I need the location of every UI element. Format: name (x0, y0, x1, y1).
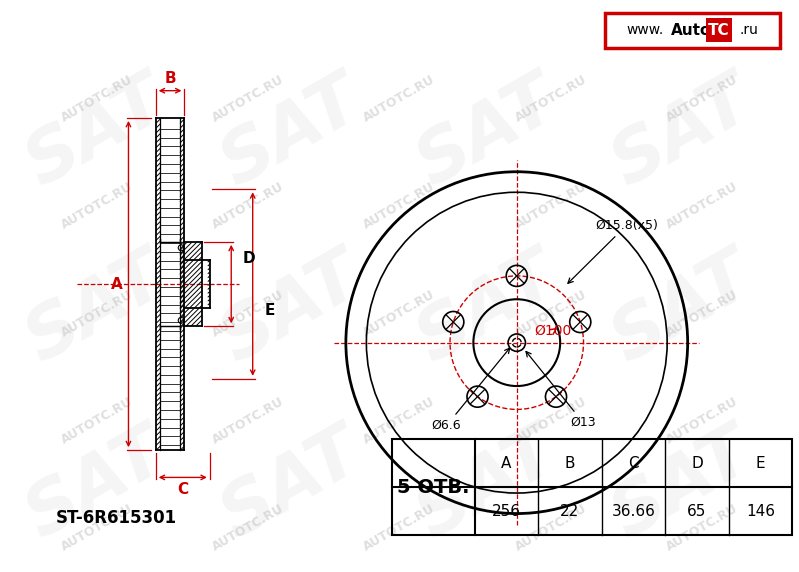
Text: .ru: .ru (739, 23, 758, 37)
Text: Ø6.6: Ø6.6 (431, 348, 510, 432)
Text: Auto: Auto (671, 23, 711, 38)
Text: A: A (111, 276, 122, 292)
Text: Ø100: Ø100 (535, 324, 571, 338)
Text: Ø15.8(x5): Ø15.8(x5) (568, 219, 658, 283)
Text: AUTOTC.RU: AUTOTC.RU (210, 395, 286, 447)
Text: AUTOTC.RU: AUTOTC.RU (664, 73, 741, 124)
Text: SAT: SAT (210, 65, 375, 200)
Text: Ø13: Ø13 (526, 351, 596, 429)
Text: SAT: SAT (14, 241, 179, 376)
Text: SAT: SAT (14, 65, 179, 200)
Text: B: B (565, 456, 575, 471)
Text: AUTOTC.RU: AUTOTC.RU (210, 288, 286, 339)
Text: SAT: SAT (601, 241, 765, 376)
Text: AUTOTC.RU: AUTOTC.RU (664, 395, 741, 447)
Text: AUTOTC.RU: AUTOTC.RU (58, 180, 135, 232)
Text: SAT: SAT (14, 417, 179, 552)
Text: AUTOTC.RU: AUTOTC.RU (361, 502, 438, 554)
Text: AUTOTC.RU: AUTOTC.RU (513, 502, 589, 554)
Text: TC: TC (708, 23, 729, 38)
Text: E: E (264, 303, 275, 317)
Bar (605, 13, 781, 47)
Text: AUTOTC.RU: AUTOTC.RU (664, 288, 741, 339)
Text: SAT: SAT (210, 417, 375, 552)
Text: AUTOTC.RU: AUTOTC.RU (361, 288, 438, 339)
Text: AUTOTC.RU: AUTOTC.RU (361, 180, 438, 232)
Text: AUTOTC.RU: AUTOTC.RU (58, 288, 135, 339)
Text: SAT: SAT (405, 417, 570, 552)
Text: AUTOTC.RU: AUTOTC.RU (58, 502, 135, 554)
Text: AUTOTC.RU: AUTOTC.RU (361, 73, 438, 124)
Text: 146: 146 (746, 503, 775, 519)
Text: B: B (165, 72, 176, 86)
Text: AUTOTC.RU: AUTOTC.RU (210, 73, 286, 124)
Text: ST-6R615301: ST-6R615301 (56, 510, 177, 527)
Text: AUTOTC.RU: AUTOTC.RU (664, 180, 741, 232)
Text: AUTOTC.RU: AUTOTC.RU (513, 288, 589, 339)
Text: E: E (756, 456, 765, 471)
Text: 36.66: 36.66 (611, 503, 655, 519)
Text: AUTOTC.RU: AUTOTC.RU (664, 502, 741, 554)
Text: AUTOTC.RU: AUTOTC.RU (58, 73, 135, 124)
Text: AUTOTC.RU: AUTOTC.RU (210, 180, 286, 232)
Text: SAT: SAT (405, 241, 570, 376)
Text: www.: www. (626, 23, 663, 37)
Text: 256: 256 (492, 503, 521, 519)
Text: SAT: SAT (601, 417, 765, 552)
Text: 5 ОТВ.: 5 ОТВ. (397, 478, 470, 496)
Text: A: A (501, 456, 511, 471)
Text: SAT: SAT (210, 241, 375, 376)
Text: AUTOTC.RU: AUTOTC.RU (513, 73, 589, 124)
Text: C: C (177, 482, 189, 496)
Text: AUTOTC.RU: AUTOTC.RU (361, 395, 438, 447)
Text: AUTOTC.RU: AUTOTC.RU (513, 395, 589, 447)
Text: AUTOTC.RU: AUTOTC.RU (210, 502, 286, 554)
Text: 22: 22 (560, 503, 579, 519)
Text: AUTOTC.RU: AUTOTC.RU (58, 395, 135, 447)
Text: 65: 65 (687, 503, 706, 519)
Text: AUTOTC.RU: AUTOTC.RU (513, 180, 589, 232)
Text: SAT: SAT (405, 65, 570, 200)
Text: D: D (243, 251, 256, 265)
Bar (706, 18, 732, 42)
Text: C: C (628, 456, 638, 471)
Text: SAT: SAT (601, 65, 765, 200)
Text: D: D (691, 456, 703, 471)
Bar (392, 439, 792, 535)
